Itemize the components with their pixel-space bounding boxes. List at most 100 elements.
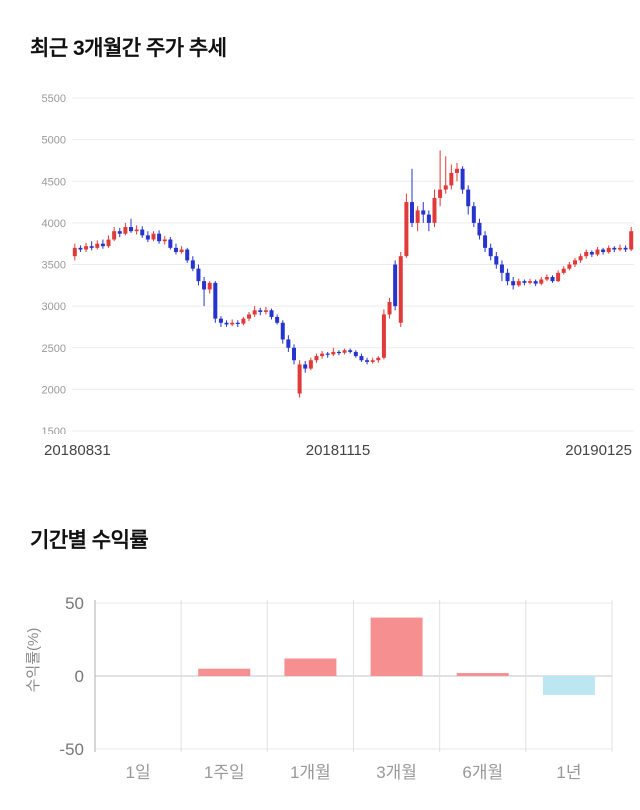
candle-body [297,364,302,394]
price-y-axis-tick: 2500 [42,343,66,355]
candle-body [275,316,280,323]
candle-body [72,247,77,257]
candle-body [173,247,178,253]
candle-body [230,322,235,325]
candle-body [376,357,381,361]
candle-body [398,256,403,323]
candle-body [325,353,330,355]
candle-body [365,360,370,362]
candle-body [168,239,173,248]
candle-body [140,229,145,236]
candle-body [123,227,128,234]
candle-body [533,281,538,284]
candle-body [556,272,561,282]
candle-body [572,260,577,265]
returns-x-axis-label: 1주일 [204,763,245,782]
returns-y-axis-tick: 50 [65,594,84,613]
price-trend-section-title: 최근 3개월간 주가 추세 [30,37,227,60]
candle-body [432,197,437,223]
candle-body [342,350,347,353]
candle-body [218,318,223,323]
candle-body [129,227,134,232]
candle-body [505,272,510,282]
returns-x-axis-label: 1개월 [290,763,331,782]
candle-body [241,318,246,324]
candle-body [393,264,398,307]
candle-body [421,210,426,215]
candle-body [454,168,459,173]
price-y-axis-tick: 4500 [42,176,66,188]
candle-body [303,364,308,369]
candle-body [483,235,488,248]
candle-body [162,239,167,242]
return-bar [542,676,595,695]
candle-body [381,314,386,358]
candle-body [134,229,139,232]
candle-body [353,351,358,357]
candle-body [595,249,600,255]
candle-body [291,347,296,361]
candle-body [190,260,195,269]
candle-body [438,189,443,198]
returns-x-axis-label: 6개월 [462,763,503,782]
candle-body [516,281,521,286]
candle-body [410,202,415,223]
candle-body [561,268,566,273]
candle-body [544,276,549,280]
candle-body [151,233,156,240]
return-bar [198,668,251,676]
candle-body [286,339,291,348]
candle-body [207,282,212,290]
returns-x-axis-label: 3개월 [376,763,417,782]
candle-body [331,351,336,355]
candle-body [578,256,583,261]
candle-body [112,231,117,240]
candle-body [320,353,325,357]
return-bar [456,673,509,676]
x-tick-mid-date: 20181115 [305,442,371,459]
candle-body [145,235,150,240]
candle-body [550,276,555,282]
returns-x-axis-label: 1년 [556,763,581,782]
period-returns-bar-chart: 50 0 -50 1일 1주일 1개월 3개월 6개월 1년 [59,594,613,782]
candle-body [185,249,190,261]
price-chart-x-axis: 20180831 20181115 20190125 [0,442,640,459]
candle-body [522,281,527,283]
candle-body [106,239,111,247]
candle-body [528,281,533,283]
candle-body [100,243,105,247]
candle-body [567,264,572,269]
candle-body [494,256,499,265]
candle-body [247,314,252,319]
candle-body [589,252,594,255]
price-y-axis-tick: 5000 [42,135,66,147]
returns-y-axis-tick: 0 [75,667,84,686]
candle-body [196,268,201,282]
candle-body [629,231,634,250]
candle-body [606,247,611,253]
candle-body [449,172,454,186]
candle-body [95,243,100,248]
candle-body [617,247,622,250]
candle-body [460,168,465,190]
candle-body [179,249,184,253]
price-y-axis-tick: 2000 [42,384,66,396]
price-y-axis-tick: 3000 [42,301,66,313]
candle-body [601,249,606,253]
candle-body [511,281,516,286]
x-tick-end-date: 20190125 [565,442,632,459]
period-returns-section-title: 기간별 수익률 [30,529,149,552]
candle-body [78,247,83,250]
candle-body [280,322,285,340]
candle-body [213,282,218,319]
candle-body [488,247,493,257]
candle-body [202,281,207,290]
candle-body [612,247,617,250]
price-y-axis-tick: 4000 [42,218,66,230]
candle-body [426,214,431,223]
candle-body [117,231,122,234]
candle-body [387,301,392,315]
return-bar [370,617,423,676]
candle-body [235,322,240,324]
candle-body [84,246,89,250]
